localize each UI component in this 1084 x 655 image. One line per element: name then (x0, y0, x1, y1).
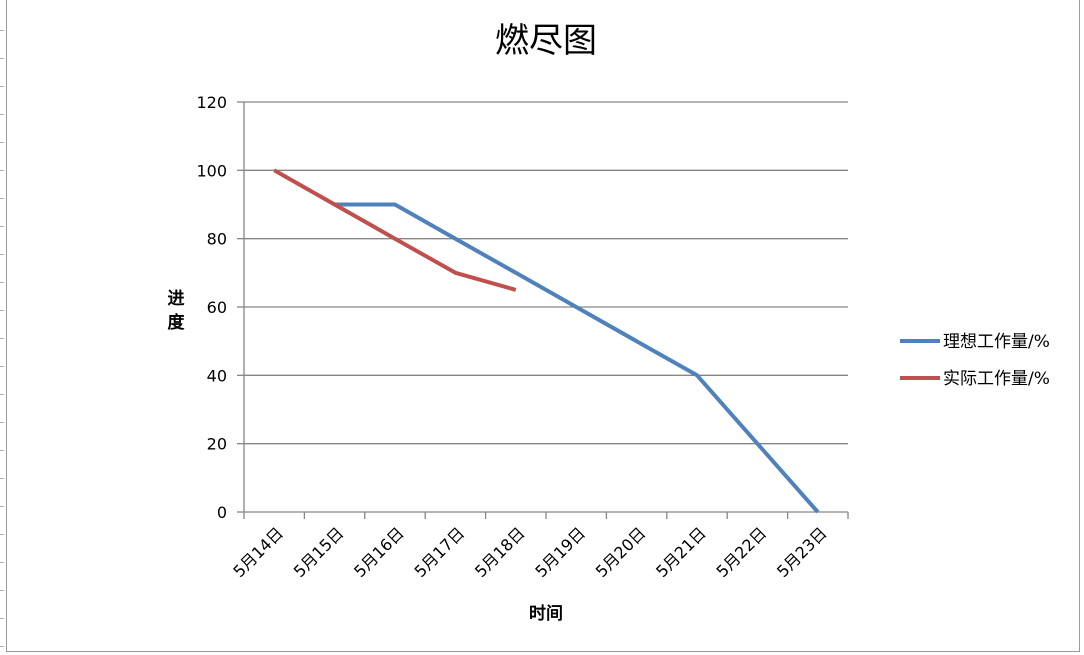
x-tick-label: 5月20日 (592, 523, 650, 581)
ruler-tick (0, 114, 4, 115)
series-lines (273, 168, 820, 514)
legend-label: 实际工作量/% (943, 369, 1050, 389)
ruler-tick (0, 86, 4, 87)
y-axis-title: 进度 (168, 289, 186, 333)
series-line (334, 202, 820, 514)
x-tick-label: 5月14日 (229, 523, 287, 581)
y-tick-labels: 0 20 40 60 80 100 120 (196, 93, 227, 522)
chart-frame (6, 0, 1080, 652)
x-tick-labels: 5月14日 5月15日 5月16日 5月17日 5月18日 5月19日 5月20日 5月21日… (229, 523, 830, 581)
x-axis-title: 时间 (529, 603, 563, 624)
gridlines (244, 101, 848, 445)
y-tick-label: 60 (207, 298, 227, 317)
ruler-tick (0, 58, 4, 59)
ruler-tick (0, 254, 4, 255)
x-tick-label: 5月16日 (350, 523, 408, 581)
y-tick-label: 120 (196, 93, 227, 112)
x-tick-label: 5月23日 (773, 523, 831, 581)
ruler-tick (0, 506, 4, 507)
ruler-tick (0, 30, 4, 31)
x-tick-label: 5月19日 (531, 523, 589, 581)
chart-title: 燃尽图 (495, 21, 597, 61)
ruler-tick (0, 450, 4, 451)
ruler-tick (0, 618, 4, 619)
ruler-tick (0, 478, 4, 479)
axes (237, 101, 849, 519)
ruler-tick (0, 562, 4, 563)
ruler-tick (0, 534, 4, 535)
ruler-tick (0, 366, 4, 367)
y-axis-title-char: 进 (168, 289, 185, 309)
y-tick-label: 40 (207, 366, 227, 385)
y-axis-title-char: 度 (168, 312, 186, 333)
ruler-tick (0, 394, 4, 395)
ruler-tick (0, 170, 4, 171)
y-tick-label: 80 (207, 230, 227, 249)
legend-label: 理想工作量/% (943, 332, 1050, 352)
x-tick-label: 5月15日 (290, 523, 348, 581)
ruler-tick (0, 226, 4, 227)
ruler-tick (0, 590, 4, 591)
legend: 理想工作量/% 实际工作量/% (900, 332, 1050, 389)
ruler-tick (0, 422, 4, 423)
x-tick-label: 5月21日 (652, 523, 710, 581)
series-line (273, 168, 517, 292)
ruler-tick (0, 646, 4, 647)
x-tick-label: 5月17日 (411, 523, 469, 581)
ruler-tick (0, 198, 4, 199)
y-tick-label: 100 (196, 161, 227, 180)
x-tick-label: 5月18日 (471, 523, 529, 581)
left-ruler (0, 0, 6, 655)
y-tick-label: 20 (207, 435, 227, 454)
ruler-tick (0, 310, 4, 311)
y-tick-label: 0 (217, 503, 227, 522)
ruler-tick (0, 142, 4, 143)
x-tick-label: 5月22日 (713, 523, 771, 581)
ruler-tick (0, 282, 4, 283)
ruler-tick (0, 338, 4, 339)
